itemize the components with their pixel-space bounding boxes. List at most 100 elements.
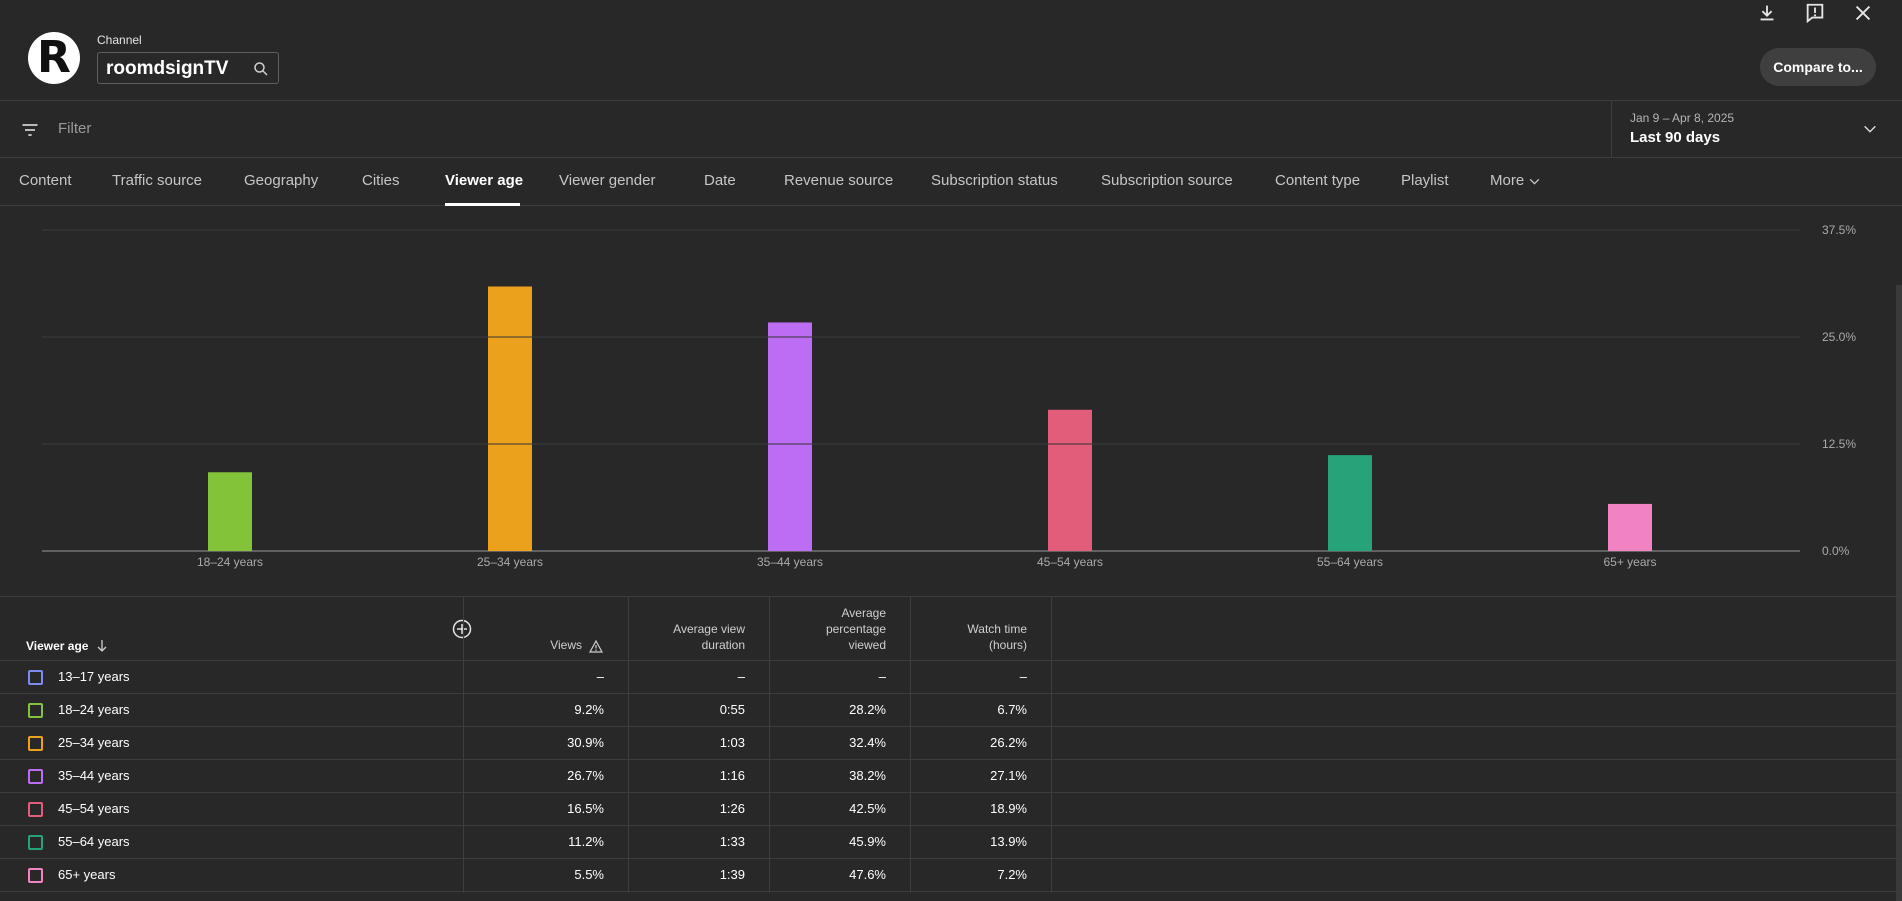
x-tick-label: 18–24 years xyxy=(197,555,263,569)
header-line: duration xyxy=(701,638,745,652)
table-cell: 38.2% xyxy=(849,768,886,783)
tab-geography[interactable]: Geography xyxy=(244,172,319,189)
arrow-down-icon[interactable] xyxy=(96,639,108,653)
tab-traffic-source[interactable]: Traffic source xyxy=(112,172,203,189)
bar-35-44-years[interactable] xyxy=(768,322,812,551)
column-header-watch-time[interactable]: Watch time (hours) xyxy=(910,621,1027,653)
table-cell: 1:03 xyxy=(719,735,745,750)
tab-viewer-age[interactable]: Viewer age xyxy=(445,172,524,189)
column-header-viewer-age[interactable]: Viewer age xyxy=(26,639,89,653)
series-checkbox[interactable] xyxy=(28,736,43,751)
y-tick-label: 37.5% xyxy=(1822,223,1856,237)
series-checkbox[interactable] xyxy=(28,703,43,718)
x-tick-label: 25–34 years xyxy=(477,555,543,569)
x-tick-label: 45–54 years xyxy=(1037,555,1103,569)
row-label: 55–64 years xyxy=(58,834,130,849)
table-row[interactable]: 18–24 years 9.2% 0:55 28.2% 6.7% xyxy=(0,694,1902,727)
series-checkbox[interactable] xyxy=(28,769,43,784)
filter-input[interactable]: Filter xyxy=(58,120,92,137)
header-line: Watch time xyxy=(967,622,1027,636)
chevron-down-icon[interactable] xyxy=(1862,121,1878,137)
download-icon[interactable] xyxy=(1756,2,1778,24)
table-cell: 42.5% xyxy=(849,801,886,816)
row-label: 65+ years xyxy=(58,867,116,882)
viewer-age-table: Viewer age Views Average view duration A… xyxy=(0,596,1902,901)
column-header-avg-percentage-viewed[interactable]: Average percentage viewed xyxy=(770,605,886,653)
add-column-icon[interactable] xyxy=(452,619,472,639)
date-range-selector[interactable]: Jan 9 – Apr 8, 2025 Last 90 days xyxy=(1611,101,1902,158)
table-cell: – xyxy=(878,669,886,684)
chevron-down-icon xyxy=(1529,178,1540,185)
row-label: 35–44 years xyxy=(58,768,130,783)
table-cell: 11.2% xyxy=(568,834,604,849)
tab-date[interactable]: Date xyxy=(704,172,736,189)
close-icon[interactable] xyxy=(1852,2,1874,24)
channel-label: Channel xyxy=(97,33,142,47)
filter-bar: Filter Jan 9 – Apr 8, 2025 Last 90 days xyxy=(0,101,1902,158)
tab-subscription-status[interactable]: Subscription status xyxy=(931,172,1058,189)
column-header-views-label: Views xyxy=(550,638,582,652)
header-line: (hours) xyxy=(988,638,1027,652)
tab-cities[interactable]: Cities xyxy=(362,172,400,189)
feedback-icon[interactable] xyxy=(1804,2,1826,24)
tab-more[interactable]: More xyxy=(1490,172,1541,189)
table-cell: 28.2% xyxy=(849,702,886,717)
bar-65+-years[interactable] xyxy=(1608,503,1652,551)
table-cell: 6.7% xyxy=(997,702,1027,717)
y-tick-label: 12.5% xyxy=(1822,437,1856,451)
tab-subscription-source[interactable]: Subscription source xyxy=(1101,172,1233,189)
channel-logo: R xyxy=(28,32,80,84)
table-header: Viewer age Views Average view duration A… xyxy=(0,597,1902,661)
date-range-label: Last 90 days xyxy=(1630,129,1721,146)
column-header-avg-view-duration[interactable]: Average view duration xyxy=(630,621,745,653)
channel-selector[interactable]: roomdsignTV xyxy=(97,52,279,84)
table-cell: 26.7% xyxy=(567,768,604,783)
series-checkbox[interactable] xyxy=(28,835,43,850)
bar-45-54-years[interactable] xyxy=(1048,409,1092,551)
tab-content-type[interactable]: Content type xyxy=(1275,172,1361,189)
series-checkbox[interactable] xyxy=(28,802,43,817)
table-cell: 5.5% xyxy=(574,867,604,882)
table-cell: 47.6% xyxy=(849,867,886,882)
bar-chart-svg: 37.5% 25.0% 12.5% 0.0% 18–24 years 25–34 year… xyxy=(42,223,1856,569)
table-row[interactable]: 13–17 years – – – – xyxy=(0,661,1902,694)
series-checkbox[interactable] xyxy=(28,868,43,883)
tab-content[interactable]: Content xyxy=(19,172,72,189)
column-divider xyxy=(769,597,770,893)
x-tick-label: 65+ years xyxy=(1603,555,1656,569)
column-divider xyxy=(628,597,629,893)
viewer-age-chart: 37.5% 25.0% 12.5% 0.0% 18–24 years 25–34 year… xyxy=(0,212,1902,582)
warning-icon[interactable] xyxy=(589,640,603,653)
filter-icon[interactable] xyxy=(20,120,40,140)
compare-button[interactable]: Compare to... xyxy=(1760,48,1876,86)
column-divider xyxy=(910,597,911,893)
header: R Channel roomdsignTV Compare to... xyxy=(0,0,1902,101)
x-tick-label: 55–64 years xyxy=(1317,555,1383,569)
row-label: 45–54 years xyxy=(58,801,130,816)
table-row[interactable]: 45–54 years 16.5% 1:26 42.5% 18.9% xyxy=(0,793,1902,826)
bar-25-34-years[interactable] xyxy=(488,286,532,551)
series-checkbox[interactable] xyxy=(28,670,43,685)
column-header-views[interactable]: Views xyxy=(500,637,582,653)
table-row[interactable]: 25–34 years 30.9% 1:03 32.4% 26.2% xyxy=(0,727,1902,760)
search-icon[interactable] xyxy=(252,60,270,78)
table-cell: – xyxy=(737,669,745,684)
active-tab-indicator xyxy=(445,203,520,206)
logo-letter: R xyxy=(37,32,71,83)
table-cell: 13.9% xyxy=(990,834,1027,849)
scrollbar[interactable] xyxy=(1896,285,1902,901)
table-cell: 1:33 xyxy=(719,834,745,849)
tab-playlist[interactable]: Playlist xyxy=(1401,172,1449,189)
header-line: viewed xyxy=(848,638,886,652)
bar-18-24-years[interactable] xyxy=(208,472,252,551)
tab-revenue-source[interactable]: Revenue source xyxy=(784,172,894,189)
table-cell: 30.9% xyxy=(567,735,604,750)
table-cell: 16.5% xyxy=(567,801,604,816)
x-tick-label: 35–44 years xyxy=(757,555,823,569)
table-row[interactable]: 55–64 years 11.2% 1:33 45.9% 13.9% xyxy=(0,826,1902,859)
tab-viewer-gender[interactable]: Viewer gender xyxy=(559,172,656,189)
table-row[interactable]: 35–44 years 26.7% 1:16 38.2% 27.1% xyxy=(0,760,1902,793)
bar-55-64-years[interactable] xyxy=(1328,455,1372,551)
table-row[interactable]: 65+ years 5.5% 1:39 47.6% 7.2% xyxy=(0,859,1902,892)
